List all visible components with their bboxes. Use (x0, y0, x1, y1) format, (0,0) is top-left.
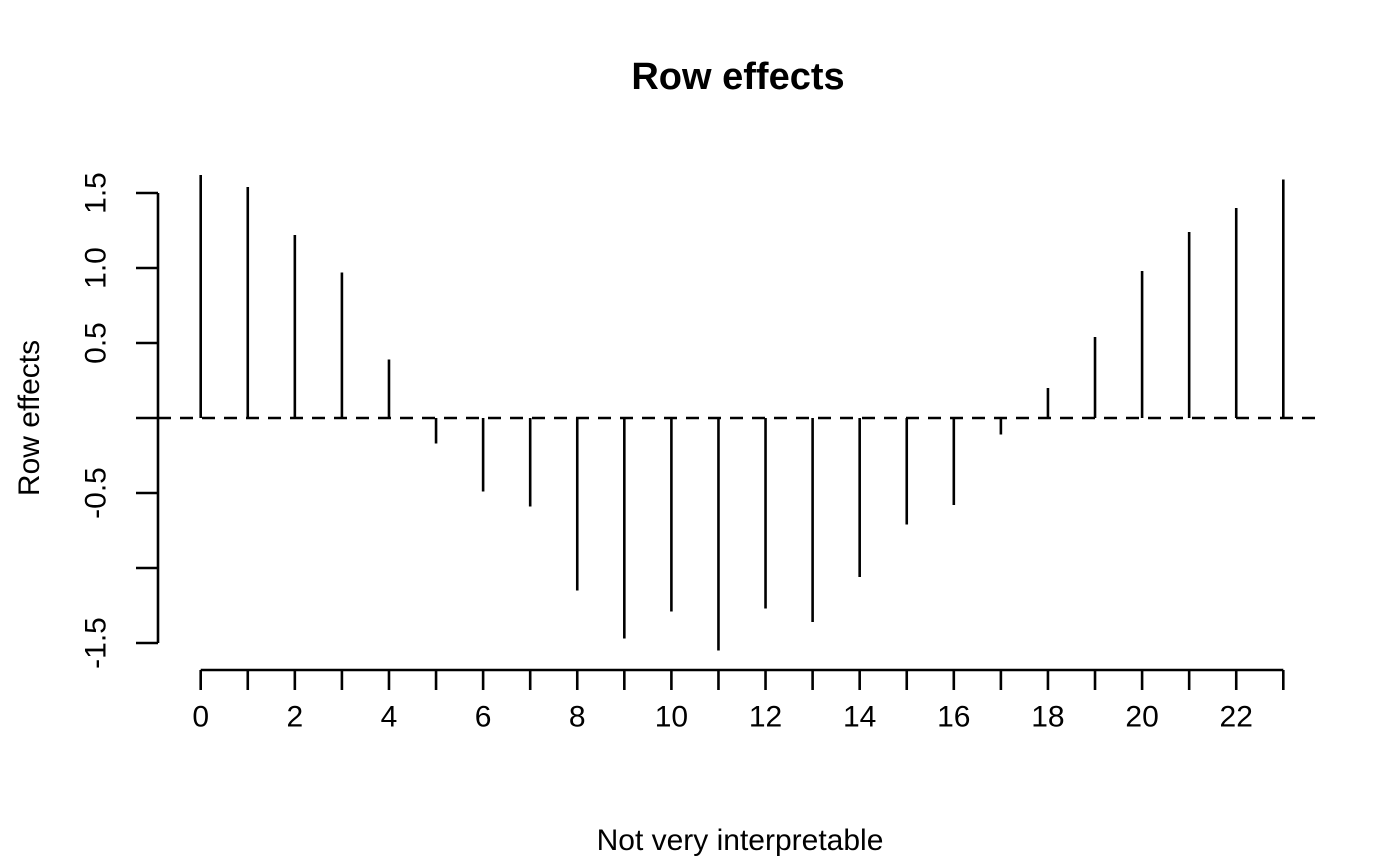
x-tick-label: 6 (475, 701, 492, 734)
y-tick-label: -0.5 (80, 467, 113, 519)
y-tick-label: 0.5 (80, 322, 113, 364)
x-axis-caption: Not very interpretable (596, 824, 884, 857)
y-tick-label: 1.5 (80, 172, 113, 214)
x-tick-label: 4 (381, 701, 398, 734)
y-tick-label: 1.0 (80, 247, 113, 289)
x-tick-label: 20 (1125, 701, 1158, 734)
x-tick-label: 2 (286, 701, 303, 734)
x-tick-label: 8 (569, 701, 586, 734)
x-tick-label: 18 (1031, 701, 1064, 734)
x-tick-label: 22 (1220, 701, 1253, 734)
x-tick-label: 12 (749, 701, 782, 734)
y-tick-label: -1.5 (80, 617, 113, 669)
x-tick-label: 16 (937, 701, 970, 734)
x-tick-label: 0 (192, 701, 209, 734)
x-tick-label: 10 (655, 701, 688, 734)
chart-title: Row effects (631, 56, 845, 98)
x-tick-label: 14 (843, 701, 876, 734)
